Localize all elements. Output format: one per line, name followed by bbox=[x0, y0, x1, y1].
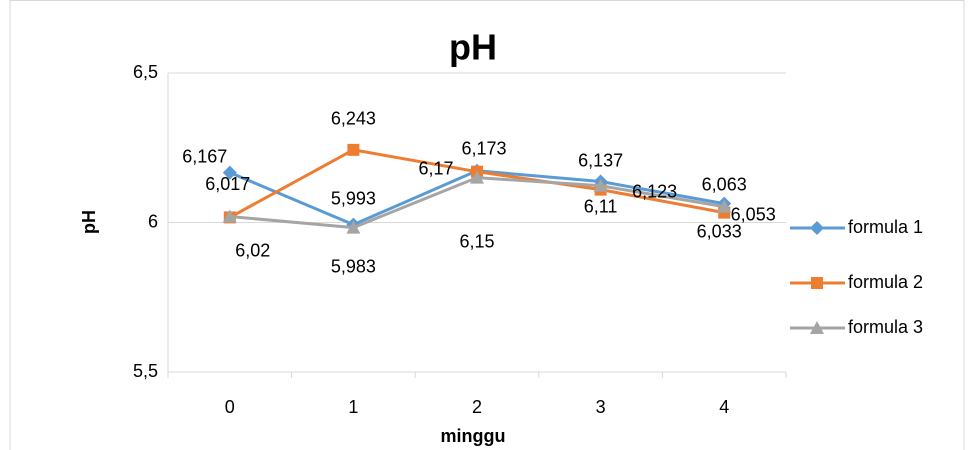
x-tick-label: 4 bbox=[719, 397, 729, 417]
y-tick-label: 6 bbox=[148, 211, 158, 231]
x-tick-label: 2 bbox=[472, 397, 482, 417]
legend-marker bbox=[811, 277, 823, 289]
y-tick-label: 5,5 bbox=[133, 361, 158, 381]
point bbox=[470, 170, 484, 184]
data-label: 6,017 bbox=[205, 174, 250, 194]
x-tick-label: 1 bbox=[348, 397, 358, 417]
data-label: 6,033 bbox=[697, 221, 742, 241]
data-label: 6,02 bbox=[235, 240, 270, 260]
data-label: 6,137 bbox=[578, 150, 623, 170]
data-label: 6,123 bbox=[632, 181, 677, 201]
point bbox=[593, 178, 608, 192]
data-label: 6,11 bbox=[584, 196, 618, 216]
data-label: 6,173 bbox=[461, 139, 506, 159]
point bbox=[222, 165, 237, 180]
point bbox=[717, 199, 732, 213]
legend-marker bbox=[810, 321, 824, 334]
x-tick-label: 3 bbox=[596, 397, 606, 417]
data-label: 6,17 bbox=[418, 158, 453, 178]
x-tick-label: 0 bbox=[225, 397, 235, 417]
data-label: 6,053 bbox=[731, 204, 776, 224]
data-label: 6,243 bbox=[331, 109, 376, 129]
legend-label: formula 2 bbox=[848, 272, 923, 292]
data-label: 6,063 bbox=[702, 174, 747, 194]
legend-label: formula 3 bbox=[848, 317, 923, 337]
data-label: 5,983 bbox=[331, 256, 376, 276]
data-label: 6,15 bbox=[459, 231, 494, 251]
x-axis-label: minggu bbox=[441, 426, 506, 446]
chart-frame bbox=[9, 0, 965, 450]
data-label: 6,167 bbox=[182, 146, 227, 166]
point bbox=[347, 143, 360, 156]
point bbox=[346, 220, 361, 234]
y-tick-label: 6,5 bbox=[133, 62, 158, 82]
point bbox=[222, 209, 237, 223]
y-axis-label: pH bbox=[79, 210, 99, 234]
chart-title: pH bbox=[449, 27, 497, 68]
data-label: 5,993 bbox=[331, 188, 376, 208]
legend-marker bbox=[810, 221, 824, 235]
legend-label: formula 1 bbox=[848, 217, 923, 237]
